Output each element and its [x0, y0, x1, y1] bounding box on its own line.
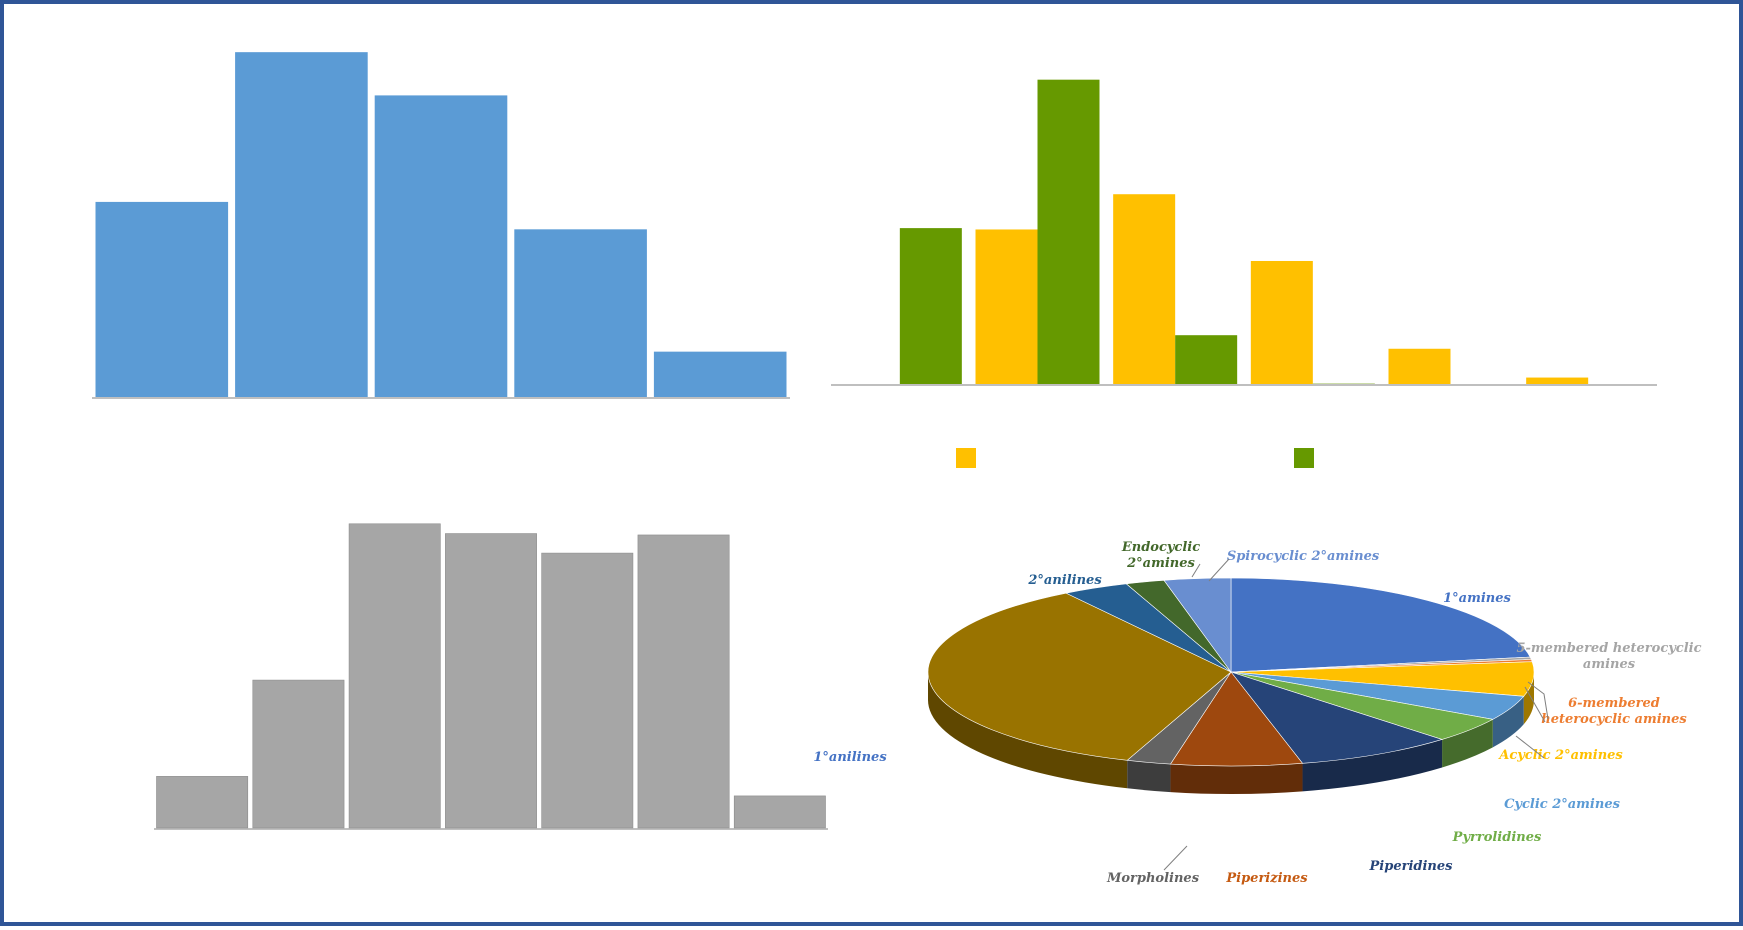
pie-slice-label: 1°anilines [813, 750, 887, 765]
pie-label-line: Endocyclic [1121, 540, 1200, 555]
pie-leader-line [1209, 559, 1229, 581]
pie-slice-label: Piperidines [1369, 859, 1454, 874]
pie-label-line: 6-membered [1568, 696, 1660, 711]
pie-slice-label: Acyclic 2°amines [1497, 748, 1623, 763]
pie-slice-label: 2°anilines [1027, 573, 1102, 588]
pie-label-line: 5-membered heterocyclic [1516, 641, 1701, 656]
pie-slice-label: Morpholines [1106, 871, 1200, 886]
pie-slice-label: Cyclic 2°amines [1504, 797, 1621, 812]
pie-label-line: amines [1583, 657, 1636, 672]
pie-slice-label: Pyrrolidines [1452, 830, 1542, 845]
pie-label-line: 2°amines [1126, 556, 1195, 571]
pie-label-line: heterocyclic amines [1541, 712, 1687, 727]
pie-leader-line [1164, 846, 1187, 870]
pie-slice-label: Piperizines [1225, 871, 1308, 886]
pie-side-wall [1170, 763, 1302, 794]
pie-slice-label: Spirocyclic 2°amines [1227, 549, 1380, 564]
pie-side-wall [1127, 760, 1170, 792]
pie-slice-label: 1°amines [1443, 591, 1511, 606]
